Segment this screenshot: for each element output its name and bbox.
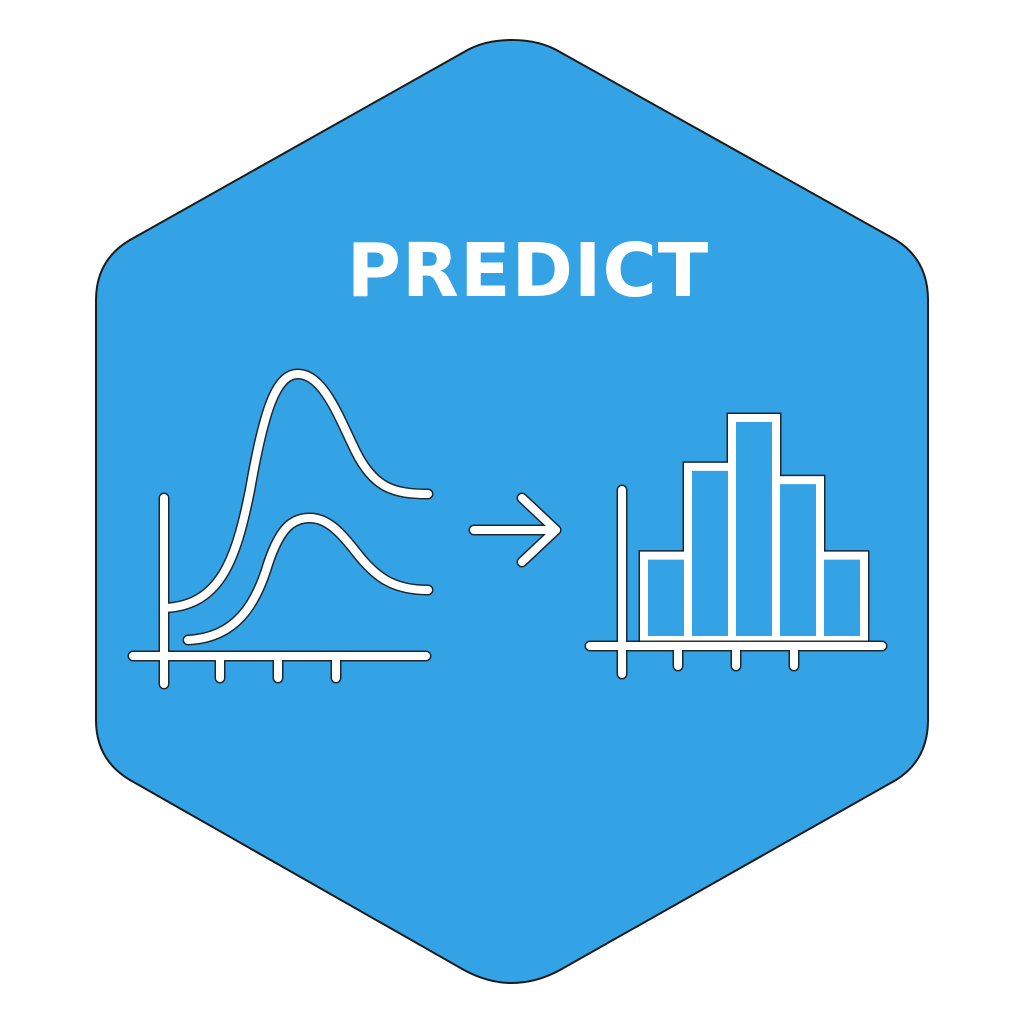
density-curves-icon	[127, 368, 434, 690]
histogram-bar-5	[816, 551, 868, 645]
tall-density-curve	[160, 370, 432, 612]
histogram-bar-1	[640, 551, 692, 645]
badge-title: PREDICT	[347, 228, 710, 314]
short-density-curve	[184, 514, 432, 644]
hexagon-badge	[95, 38, 929, 984]
histogram-bar-4	[772, 476, 824, 644]
histogram-bar-2	[684, 462, 736, 644]
right-arrow-icon	[468, 492, 562, 568]
histogram-bar-3	[728, 414, 780, 644]
histogram-icon	[584, 412, 888, 680]
